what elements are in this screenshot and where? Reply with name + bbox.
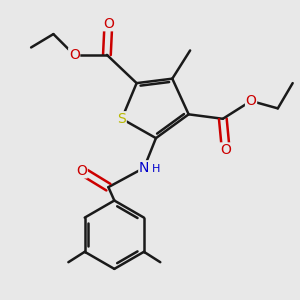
Text: O: O xyxy=(246,94,256,108)
Text: H: H xyxy=(152,164,161,174)
Text: N: N xyxy=(139,161,149,175)
Text: O: O xyxy=(103,17,114,31)
Text: O: O xyxy=(76,164,87,178)
Text: S: S xyxy=(117,112,126,126)
Text: O: O xyxy=(220,143,231,157)
Text: O: O xyxy=(69,48,80,62)
